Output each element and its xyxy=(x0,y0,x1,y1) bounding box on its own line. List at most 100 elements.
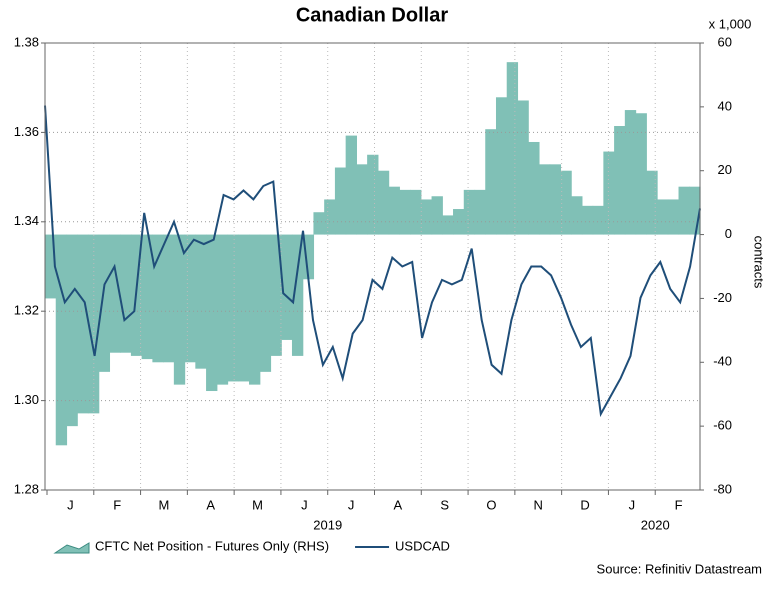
area-step xyxy=(431,196,443,235)
area-step xyxy=(581,205,594,235)
area-step xyxy=(173,234,186,385)
area-step xyxy=(120,234,132,353)
y2-tick-label: -80 xyxy=(713,481,732,496)
area-step xyxy=(356,164,368,235)
area-step xyxy=(614,126,626,235)
area-step xyxy=(345,135,357,235)
y2-unit: x 1,000 xyxy=(709,16,752,31)
y2-tick-label: 0 xyxy=(725,226,732,241)
area-step xyxy=(98,234,111,372)
x-tick-label: A xyxy=(394,497,403,512)
area-step xyxy=(195,234,207,369)
source: Source: Refinitiv Datastream xyxy=(597,561,762,576)
x-tick-label: O xyxy=(486,497,496,512)
x-tick-label: J xyxy=(629,497,636,512)
area-step xyxy=(55,234,68,446)
area-step xyxy=(334,167,347,235)
x-tick-label: F xyxy=(113,497,121,512)
area-step xyxy=(603,151,615,235)
area-step xyxy=(420,199,433,235)
area-step xyxy=(528,141,540,235)
area-step xyxy=(291,234,304,356)
x-tick-label: S xyxy=(440,497,449,512)
area-step xyxy=(463,189,476,235)
area-step xyxy=(549,164,562,235)
legend-label: USDCAD xyxy=(395,538,450,553)
x-tick-label: D xyxy=(580,497,589,512)
area-step xyxy=(141,234,153,360)
area-step xyxy=(109,234,121,353)
area-step xyxy=(538,164,551,235)
area-step xyxy=(324,199,336,235)
area-step xyxy=(635,113,647,235)
y-tick-label: 1.34 xyxy=(14,213,39,228)
area-step xyxy=(270,234,282,356)
area-step xyxy=(506,62,519,235)
area-step xyxy=(184,234,196,363)
area-step xyxy=(399,189,411,235)
x-tick-label: J xyxy=(301,497,308,512)
area-step xyxy=(77,234,89,414)
legend-label: CFTC Net Position - Futures Only (RHS) xyxy=(95,538,329,553)
area-step xyxy=(495,97,508,235)
area-step xyxy=(206,234,218,392)
plot-frame xyxy=(44,42,701,491)
area-step xyxy=(281,234,293,340)
line xyxy=(44,105,701,418)
x-tick-label: F xyxy=(675,497,683,512)
area-step xyxy=(689,186,701,235)
area-step xyxy=(667,199,680,235)
area-step xyxy=(45,234,57,299)
y2-tick-label: -20 xyxy=(713,290,732,305)
area-step xyxy=(646,170,658,235)
area-step xyxy=(377,170,390,235)
y2-tick-label: 40 xyxy=(718,98,732,113)
x-tick-label: N xyxy=(534,497,543,512)
y2-tick-label: 20 xyxy=(718,162,732,177)
area-step xyxy=(678,186,690,235)
area-step xyxy=(517,100,529,235)
y-tick-label: 1.32 xyxy=(14,303,39,318)
year-label: 2020 xyxy=(641,517,670,532)
area-step xyxy=(249,234,261,385)
area-step xyxy=(442,215,454,235)
area-step xyxy=(152,234,164,363)
area-step xyxy=(259,234,272,372)
area-step xyxy=(657,199,669,235)
area-step xyxy=(485,129,497,235)
area-step xyxy=(313,212,325,235)
x-tick-label: M xyxy=(159,497,170,512)
area-step xyxy=(367,154,379,235)
y2-tick-label: -60 xyxy=(713,418,732,433)
area-step xyxy=(410,189,422,235)
area-step xyxy=(302,234,315,280)
x-tick-label: A xyxy=(206,497,215,512)
y-tick-label: 1.36 xyxy=(14,124,39,139)
y2-axis-label: contracts xyxy=(752,236,767,289)
legend-swatch xyxy=(53,542,90,554)
y2-tick-label: 60 xyxy=(718,34,732,49)
y-tick-label: 1.30 xyxy=(14,392,39,407)
area-step xyxy=(163,234,175,363)
area-step xyxy=(624,110,637,235)
area-step xyxy=(227,234,239,382)
chart-title: Canadian Dollar xyxy=(296,4,448,26)
y-tick-label: 1.28 xyxy=(14,481,39,496)
area-step xyxy=(66,234,78,427)
x-tick-label: J xyxy=(348,497,355,512)
area-step xyxy=(560,170,572,235)
y2-tick-label: -40 xyxy=(713,354,732,369)
area-step xyxy=(216,234,229,385)
area-step xyxy=(571,196,583,235)
area-step xyxy=(592,205,604,235)
x-tick-label: J xyxy=(67,497,74,512)
area-step xyxy=(453,209,465,235)
area-step xyxy=(238,234,250,382)
area-step xyxy=(388,186,400,235)
x-tick-label: M xyxy=(252,497,263,512)
year-label: 2019 xyxy=(313,517,342,532)
y-tick-label: 1.38 xyxy=(14,34,39,49)
area-step xyxy=(474,189,486,235)
